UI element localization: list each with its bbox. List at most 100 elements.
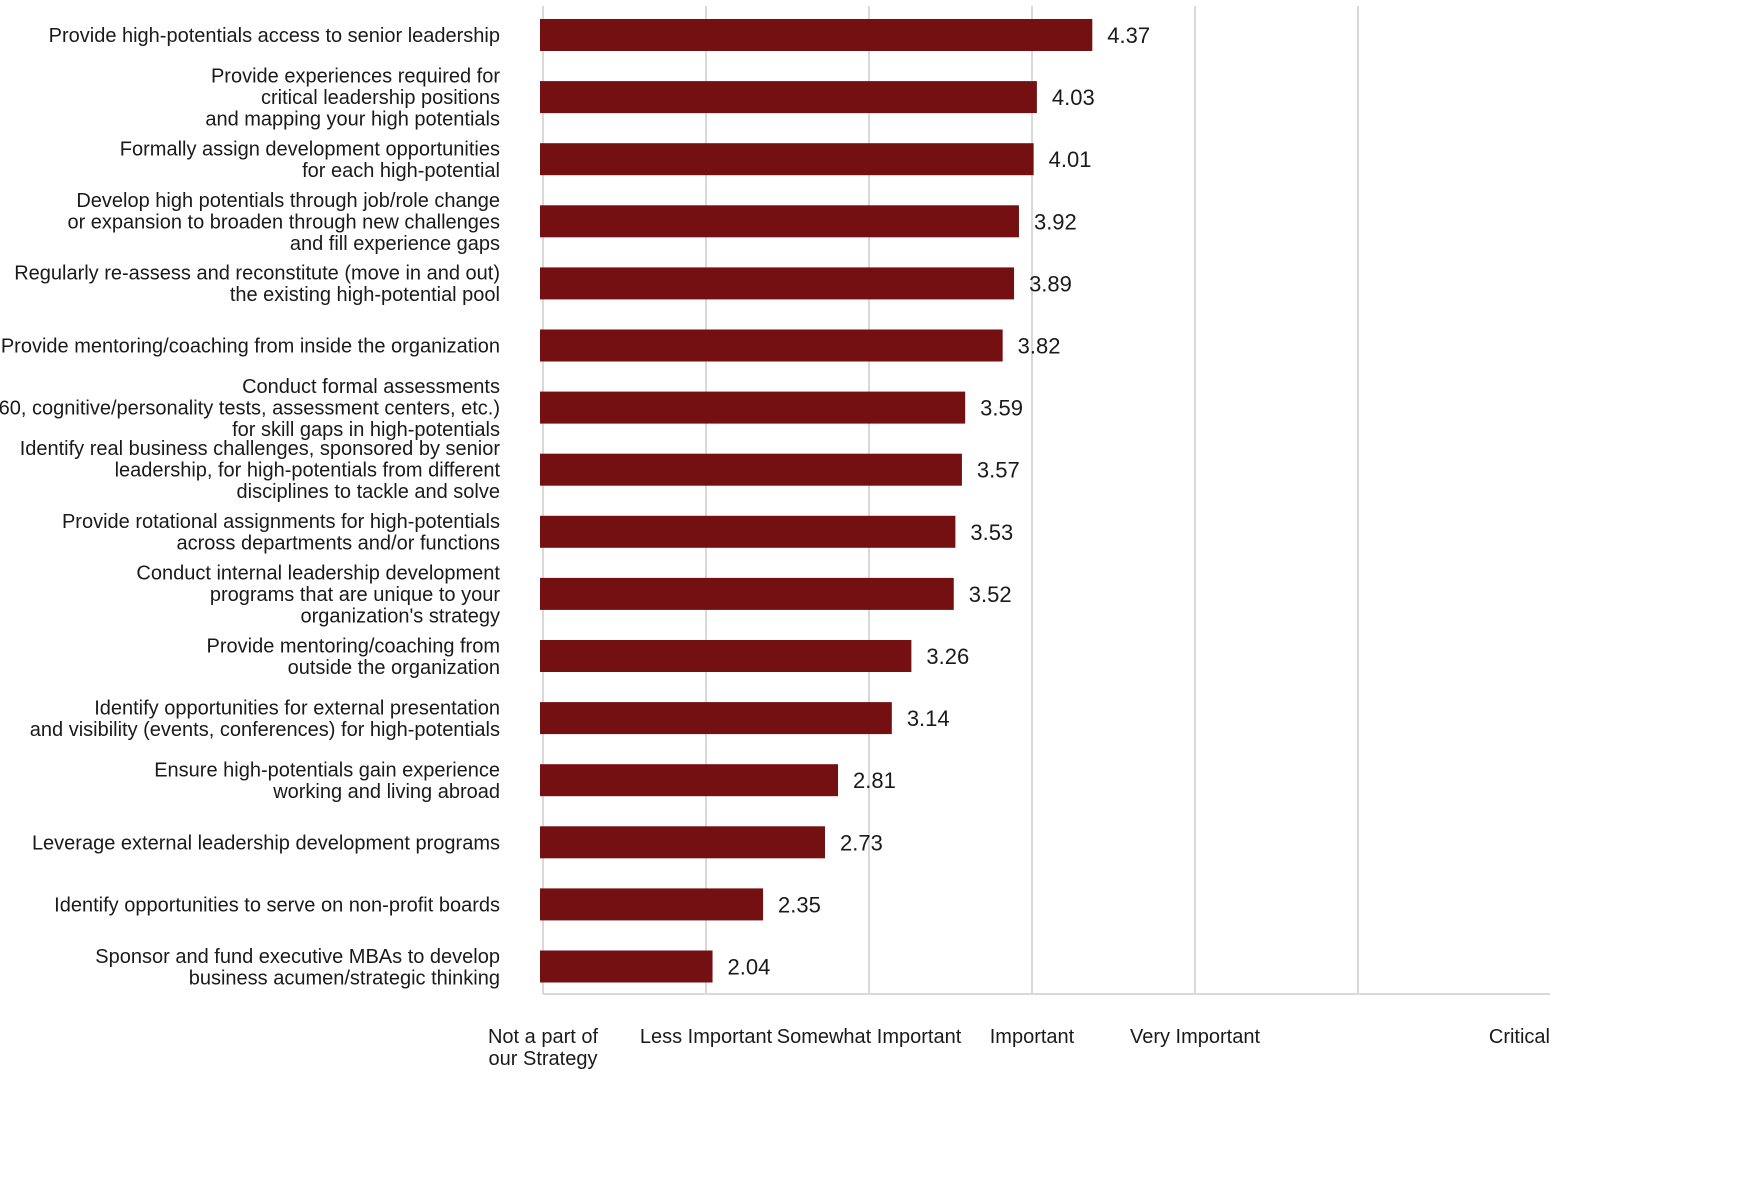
category-label-line: Sponsor and fund executive MBAs to devel… xyxy=(95,946,500,968)
category-label-line: organization's strategy xyxy=(301,605,500,627)
category-label-line: Formally assign development opportunitie… xyxy=(120,138,500,160)
x-tick-label: Very Important xyxy=(1130,1026,1261,1048)
value-label: 2.35 xyxy=(778,892,821,917)
category-label-line: Conduct formal assessments xyxy=(242,376,500,398)
category-label-line: the existing high-potential pool xyxy=(230,284,500,306)
bar xyxy=(540,81,1037,114)
value-label: 2.04 xyxy=(728,955,771,980)
bar xyxy=(540,515,956,548)
category-label-line: working and living abroad xyxy=(272,781,500,803)
category-label-line: for skill gaps in high-potentials xyxy=(232,419,500,441)
x-tick-label-line: Not a part of xyxy=(488,1026,599,1048)
category-label-line: or expansion to broaden through new chal… xyxy=(67,211,500,233)
value-label: 3.89 xyxy=(1029,271,1072,296)
category-label-line: Conduct internal leadership development xyxy=(136,562,500,584)
bar xyxy=(540,267,1015,300)
category-label: Provide mentoring/coaching from outside t… xyxy=(207,635,500,679)
category-label-line: Provide high-potentials access to senior… xyxy=(49,25,500,47)
category-label-line: outside the organization xyxy=(288,657,500,679)
x-tick-label-line: Critical xyxy=(1489,1026,1550,1048)
category-label-line: and fill experience gaps xyxy=(290,233,500,255)
bar xyxy=(540,888,764,921)
x-tick-label-line: Less Important xyxy=(640,1026,773,1048)
x-tick-label: Critical xyxy=(1489,1026,1550,1048)
category-label-line: and visibility (events, conferences) for… xyxy=(30,719,500,741)
x-tick-label-line: Somewhat Important xyxy=(777,1026,962,1048)
bar xyxy=(540,205,1019,238)
category-label-line: programs that are unique to your xyxy=(210,584,501,606)
category-label-line: Provide mentoring/coaching from xyxy=(207,635,500,657)
bars xyxy=(540,19,1093,983)
value-label: 3.59 xyxy=(980,396,1023,421)
bar xyxy=(540,329,1003,362)
x-tick-label: Important xyxy=(990,1026,1075,1048)
bar xyxy=(540,826,825,859)
category-label-line: Identify real business challenges, spons… xyxy=(20,438,501,460)
category-label: Identify opportunities for external pres… xyxy=(30,697,500,741)
category-label-line: Ensure high-potentials gain experience xyxy=(154,759,500,781)
bar xyxy=(540,453,962,486)
category-label: Formally assign development opportunitie… xyxy=(120,138,500,182)
x-tick-label: Not a part of our Strategy xyxy=(488,1026,599,1070)
category-label-line: Develop high potentials through job/role… xyxy=(76,190,500,212)
category-label-line: (360, cognitive/personality tests, asses… xyxy=(0,398,500,420)
x-tick-label-line: Very Important xyxy=(1130,1026,1261,1048)
value-label: 3.14 xyxy=(907,706,950,731)
value-label: 4.37 xyxy=(1107,23,1150,48)
bar xyxy=(540,391,966,424)
category-label-line: Identify opportunities for external pres… xyxy=(94,697,500,719)
category-label-line: Provide experiences required for xyxy=(211,66,500,88)
category-label: Identify opportunities to serve on non-p… xyxy=(54,894,500,916)
category-label-line: critical leadership positions xyxy=(261,87,500,109)
bar xyxy=(540,19,1093,51)
value-label: 4.01 xyxy=(1049,147,1092,172)
category-label-line: across departments and/or functions xyxy=(176,533,500,555)
category-label: Ensure high-potentials gain experience wo… xyxy=(154,759,500,803)
value-label: 3.26 xyxy=(926,644,969,669)
value-label: 3.52 xyxy=(969,582,1012,607)
bar xyxy=(540,950,713,983)
bar xyxy=(540,640,912,672)
category-label: Leverage external leadership development… xyxy=(32,832,500,854)
category-label-line: business acumen/strategic thinking xyxy=(189,967,500,989)
category-label-line: Provide rotational assignments for high-… xyxy=(62,511,500,533)
value-label: 2.73 xyxy=(840,830,883,855)
category-label: Regularly re-assess and reconstitute (mo… xyxy=(14,263,500,307)
category-label: Provide high-potentials access to senior… xyxy=(49,25,500,47)
category-label: Conduct internal leadership development p… xyxy=(136,562,500,627)
value-labels: 4.37 4.03 4.01 3.92 3.89 3.82 3.59 3.57 3.53 3.52… xyxy=(728,23,1151,980)
category-label: Conduct formal assessments (360, cognitiv… xyxy=(0,376,500,441)
category-label-line: Identify opportunities to serve on non-p… xyxy=(54,894,500,916)
category-label: Develop high potentials through job/role… xyxy=(67,190,500,255)
value-label: 3.57 xyxy=(977,458,1020,483)
category-label-line: and mapping your high potentials xyxy=(205,109,500,131)
category-label-line: Regularly re-assess and reconstitute (mo… xyxy=(14,263,500,285)
bar xyxy=(540,577,954,610)
value-label: 3.53 xyxy=(970,520,1013,545)
x-tick-label: Somewhat Important xyxy=(777,1026,962,1048)
x-tick-label: Less Important xyxy=(640,1026,773,1048)
category-label-line: Leverage external leadership development… xyxy=(32,832,500,854)
category-label-line: for each high-potential xyxy=(302,160,500,182)
category-labels: Provide high-potentials access to senior… xyxy=(0,25,500,989)
bar xyxy=(540,764,839,797)
x-tick-labels: Not a part of our Strategy Less Important S… xyxy=(488,1026,1550,1070)
value-label: 3.92 xyxy=(1034,209,1077,234)
category-label: Identify real business challenges, spons… xyxy=(20,438,501,503)
category-label: Provide experiences required for critical… xyxy=(205,66,500,131)
category-label: Provide rotational assignments for high-… xyxy=(62,511,500,555)
x-tick-label-line: Important xyxy=(990,1026,1075,1048)
value-label: 2.81 xyxy=(853,768,896,793)
x-tick-label-line: our Strategy xyxy=(489,1048,598,1070)
category-label-line: Provide mentoring/coaching from inside t… xyxy=(1,336,500,358)
category-label-line: disciplines to tackle and solve xyxy=(237,481,500,503)
value-label: 4.03 xyxy=(1052,85,1095,110)
bar xyxy=(540,702,892,735)
category-label-line: leadership, for high-potentials from dif… xyxy=(115,460,501,482)
value-label: 3.82 xyxy=(1018,334,1061,359)
category-label: Provide mentoring/coaching from inside t… xyxy=(1,336,500,358)
bar xyxy=(540,143,1034,176)
category-label: Sponsor and fund executive MBAs to devel… xyxy=(95,946,500,990)
